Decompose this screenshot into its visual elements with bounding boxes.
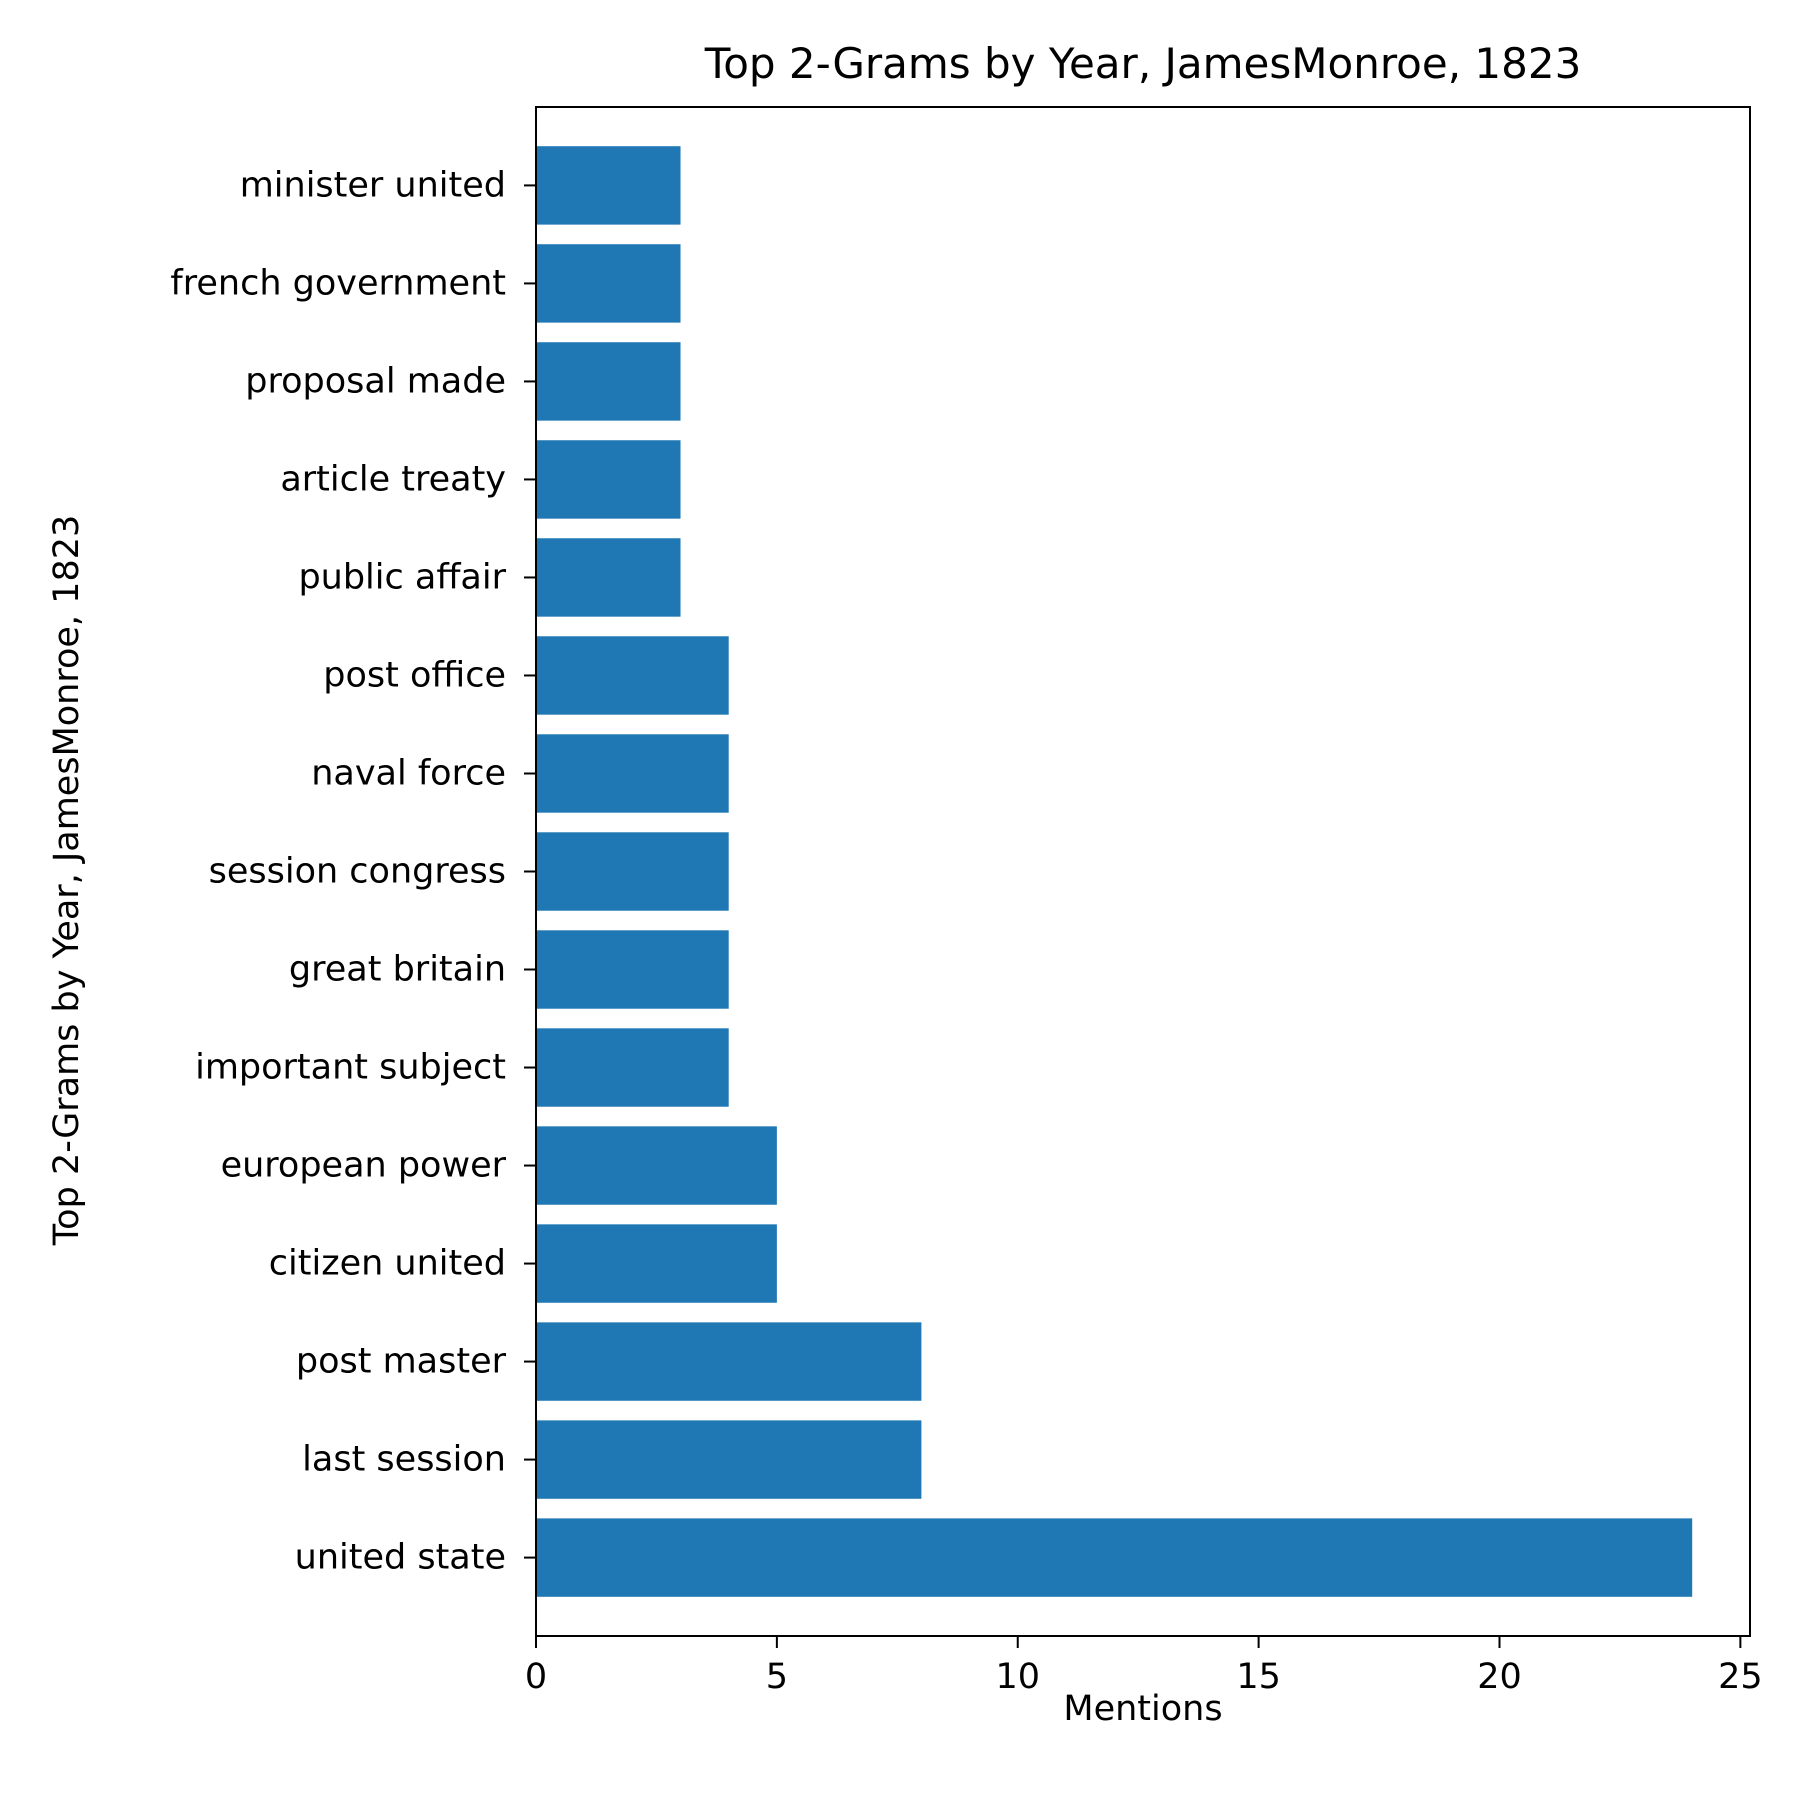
bar-article-treaty	[536, 440, 681, 519]
bar-minister-united	[536, 146, 681, 225]
bar-session-congress	[536, 832, 729, 911]
y-tick-label: important subject	[195, 1048, 506, 1088]
y-tick-label: minister united	[240, 165, 506, 205]
x-tick-label: 25	[1718, 1657, 1763, 1697]
y-tick-label: great britain	[289, 950, 506, 990]
x-tick-label: 15	[1236, 1657, 1281, 1697]
bar-last-session	[536, 1420, 922, 1499]
bar-citizen-united	[536, 1224, 777, 1303]
y-tick-label: united state	[295, 1538, 506, 1578]
bar-post-office	[536, 636, 729, 715]
y-tick-label: citizen united	[269, 1244, 506, 1284]
y-tick-label: public affair	[298, 557, 506, 597]
x-tick-label: 10	[995, 1657, 1040, 1697]
bar-public-affair	[536, 538, 681, 617]
y-tick-label: naval force	[311, 753, 506, 793]
x-axis-label: Mentions	[1063, 1689, 1222, 1729]
bars-group	[536, 146, 1693, 1597]
bar-important-subject	[536, 1028, 729, 1107]
y-tick-label: proposal made	[245, 361, 506, 401]
y-tick-label: european power	[221, 1146, 507, 1186]
bar-proposal-made	[536, 342, 681, 421]
y-axis-ticks: united state last session post master citiz…	[170, 165, 536, 1578]
x-tick-label: 0	[525, 1657, 547, 1697]
y-tick-label: article treaty	[280, 459, 506, 499]
y-axis-label: Top 2-Grams by Year, JamesMonroe, 1823	[47, 515, 87, 1247]
y-tick-label: french government	[170, 263, 506, 303]
chart-title: Top 2-Grams by Year, JamesMonroe, 1823	[704, 39, 1582, 88]
plot-frame	[535, 106, 1751, 1637]
bar-great-britain	[536, 930, 729, 1009]
x-axis-ticks: 0 5 10 15 20 25	[525, 1636, 1763, 1697]
x-tick-label: 5	[766, 1657, 788, 1697]
bar-french-government	[536, 244, 681, 323]
bar-european-power	[536, 1126, 777, 1205]
bar-post-master	[536, 1322, 922, 1401]
y-tick-label: session congress	[209, 852, 506, 892]
y-tick-label: last session	[302, 1440, 506, 1480]
y-tick-label: post office	[323, 655, 506, 695]
x-tick-label: 20	[1477, 1657, 1522, 1697]
y-tick-label: post master	[296, 1342, 507, 1382]
bar-united-state	[536, 1518, 1693, 1597]
bar-naval-force	[536, 734, 729, 813]
